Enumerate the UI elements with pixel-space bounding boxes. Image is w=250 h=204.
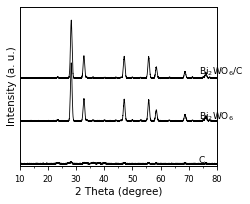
Text: Bi$_2$WO$_6$/C: Bi$_2$WO$_6$/C	[198, 66, 243, 78]
Text: Bi$_2$WO$_6$: Bi$_2$WO$_6$	[198, 111, 233, 123]
Text: C: C	[198, 156, 205, 165]
Y-axis label: Intensity (a. u.): Intensity (a. u.)	[7, 47, 17, 126]
X-axis label: 2 Theta (degree): 2 Theta (degree)	[74, 187, 162, 197]
